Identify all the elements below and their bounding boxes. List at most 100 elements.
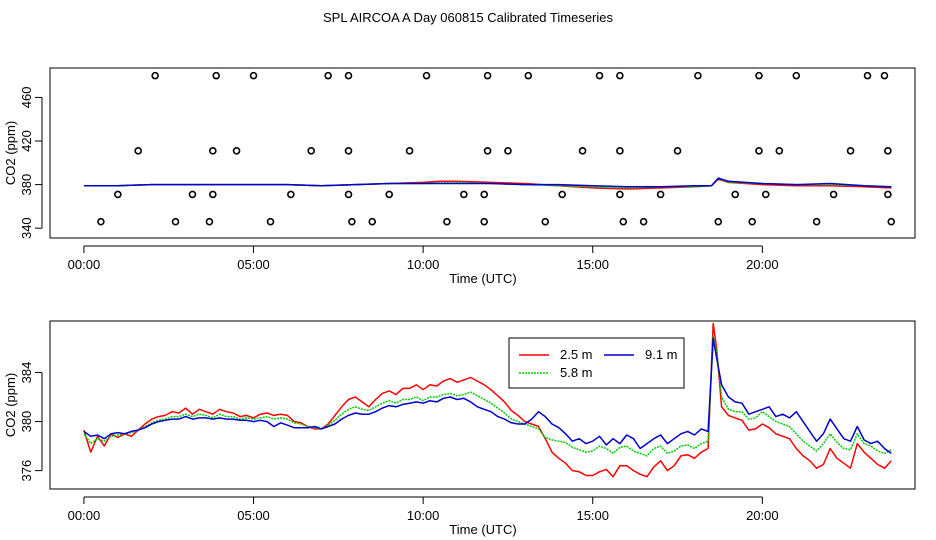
top-calibration-points	[97, 71, 896, 226]
calibration-point	[134, 147, 142, 155]
bottom-y-axis-label: CO2 (ppm)	[3, 373, 18, 437]
top-x-tick-label: 05:00	[237, 257, 270, 272]
calibration-point	[232, 147, 241, 155]
calibration-point	[287, 190, 295, 199]
bottom-series-2-5-m	[83, 322, 892, 478]
top-axes: 00:00 05:00 10:00 15:00 20:00 340 380 420 460	[19, 87, 779, 272]
calibration-point	[541, 217, 550, 226]
calibration-point	[307, 147, 315, 155]
top-panel: 00:00 05:00 10:00 15:00 20:00 340 380 420 460 Ti…	[3, 67, 916, 286]
calibration-point	[656, 190, 665, 199]
calibration-point	[324, 71, 332, 80]
calibration-point	[266, 217, 275, 226]
top-series	[83, 177, 892, 190]
top-y-axis-label: CO2 (ppm)	[3, 121, 18, 185]
bottom-series-5-8-m	[83, 334, 892, 457]
calibration-point	[209, 147, 217, 155]
calibration-point	[212, 71, 221, 80]
legend-label-2-5m: 2.5 m	[560, 347, 593, 362]
calibration-point	[846, 147, 855, 155]
top-y-tick-label: 420	[19, 130, 34, 152]
bottom-plot-frame	[49, 320, 916, 490]
calibration-point	[755, 71, 763, 80]
calibration-point	[483, 147, 492, 155]
bottom-x-tick-label: 05:00	[237, 508, 270, 523]
legend-label-5-8m: 5.8 m	[560, 365, 593, 380]
calibration-point	[405, 147, 414, 155]
bottom-x-tick-label: 10:00	[407, 508, 440, 523]
calibration-point	[422, 71, 431, 80]
top-y-tick-label: 340	[19, 217, 34, 239]
calibration-point	[792, 71, 801, 80]
calibration-point	[205, 217, 214, 226]
calibration-point	[616, 190, 624, 199]
calibration-point	[884, 190, 892, 199]
calibration-point	[639, 217, 648, 226]
calibration-point	[504, 147, 512, 155]
top-y-tick-label: 380	[19, 174, 34, 196]
figure-title: SPL AIRCOA A Day 060815 Calibrated Times…	[323, 10, 614, 25]
top-x-axis-label: Time (UTC)	[449, 271, 516, 286]
calibration-point	[385, 190, 394, 199]
bottom-series	[83, 322, 892, 478]
top-y-tick-label: 460	[19, 87, 34, 109]
bottom-x-tick-label: 20:00	[746, 508, 779, 523]
calibration-point	[97, 217, 105, 226]
calibration-point	[344, 147, 353, 155]
calibration-point	[524, 71, 533, 80]
bottom-x-axis-label: Time (UTC)	[449, 522, 516, 537]
calibration-point	[151, 71, 159, 80]
calibration-point	[483, 71, 492, 80]
calibration-point	[714, 217, 723, 226]
calibration-point	[755, 147, 763, 155]
top-plot-frame	[49, 67, 916, 239]
calibration-point	[673, 147, 682, 155]
calibration-point	[731, 190, 740, 199]
calibration-point	[344, 71, 353, 80]
legend-box	[508, 337, 685, 389]
calibration-point	[748, 217, 756, 226]
calibration-point	[209, 190, 217, 199]
calibration-point	[761, 190, 770, 199]
calibration-point	[368, 217, 377, 226]
calibration-point	[887, 217, 896, 226]
calibration-point	[249, 71, 258, 80]
calibration-point	[616, 147, 624, 155]
calibration-point	[558, 190, 567, 199]
bottom-y-tick-label: 380	[19, 411, 34, 433]
calibration-point	[595, 71, 604, 80]
bottom-x-tick-label: 15:00	[576, 508, 609, 523]
top-x-tick-label: 20:00	[746, 257, 779, 272]
calibration-point	[775, 147, 784, 155]
calibration-point	[880, 71, 889, 80]
calibration-point	[619, 217, 628, 226]
calibration-point	[188, 190, 197, 199]
calibration-point	[171, 217, 180, 226]
calibration-point	[348, 217, 356, 226]
calibration-point	[480, 190, 488, 199]
calibration-point	[460, 190, 468, 199]
bottom-x-tick-label: 00:00	[68, 508, 101, 523]
legend: 2.5 m 9.1 m 5.8 m	[508, 337, 685, 389]
top-x-tick-label: 15:00	[576, 257, 609, 272]
calibration-point	[344, 190, 353, 199]
bottom-series-9-1-m	[83, 337, 892, 455]
calibration-point	[884, 147, 892, 155]
legend-label-9-1m: 9.1 m	[645, 347, 678, 362]
top-x-tick-label: 10:00	[407, 257, 440, 272]
bottom-y-tick-label: 376	[19, 460, 34, 482]
calibration-point	[812, 217, 821, 226]
calibration-point	[863, 71, 872, 80]
bottom-y-tick-label: 384	[19, 362, 34, 384]
calibration-point	[114, 190, 122, 199]
top-x-tick-label: 00:00	[68, 257, 101, 272]
calibration-point	[829, 190, 838, 199]
calibration-point	[694, 71, 702, 80]
calibration-point	[443, 217, 451, 226]
bottom-axes: 00:00 05:00 10:00 15:00 20:00 376 380 384	[19, 362, 779, 523]
bottom-panel: 00:00 05:00 10:00 15:00 20:00 376 380 384 Time …	[3, 320, 916, 537]
calibration-point	[480, 217, 488, 226]
calibration-point	[578, 147, 587, 155]
top-series-9-1-m	[83, 177, 892, 188]
